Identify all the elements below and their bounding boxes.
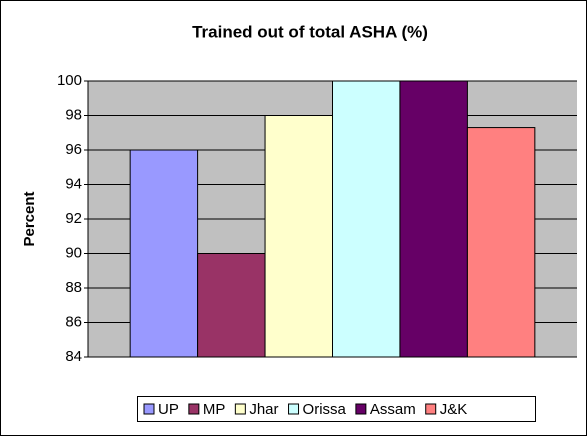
legend-swatch <box>355 403 367 415</box>
chart-title: Trained out of total ASHA (%) <box>192 22 428 41</box>
legend-label: UP <box>158 401 179 418</box>
legend-swatch <box>188 403 200 415</box>
legend-label: Jhar <box>249 401 278 418</box>
bar <box>466 127 536 358</box>
legend-label: MP <box>203 401 226 418</box>
y-tick-label: 96 <box>65 141 82 158</box>
y-axis-label: Percent <box>21 191 38 246</box>
y-tick-label: 86 <box>65 313 82 330</box>
bar <box>332 80 401 358</box>
y-tick-label: 90 <box>65 244 82 261</box>
bar <box>264 115 333 358</box>
legend-box <box>137 396 536 422</box>
bar <box>197 253 266 358</box>
y-tick-label: 92 <box>65 210 82 227</box>
legend-swatch <box>143 403 155 415</box>
y-tick-label: 98 <box>65 106 82 123</box>
bar <box>399 80 468 358</box>
legend-swatch <box>425 403 437 415</box>
legend-swatch <box>288 403 300 415</box>
y-tick-label: 100 <box>57 72 82 89</box>
legend-label: Assam <box>370 401 416 418</box>
legend-swatch <box>234 403 246 415</box>
y-tick-label: 94 <box>65 175 82 192</box>
bar <box>129 149 199 358</box>
y-tick-label: 88 <box>65 279 82 296</box>
legend-label: Orissa <box>303 401 347 418</box>
y-tick-label: 84 <box>65 348 82 365</box>
legend-label: J&K <box>440 401 468 418</box>
